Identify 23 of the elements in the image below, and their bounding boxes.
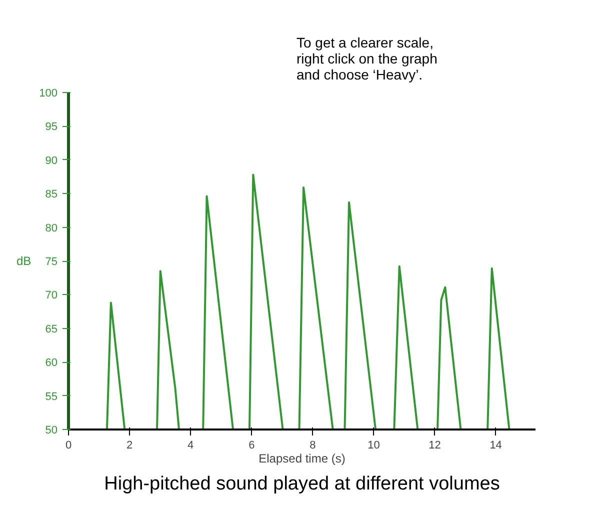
y-tick-label: 80: [45, 222, 58, 234]
x-axis-title: Elapsed time (s): [258, 452, 346, 466]
x-tick-label: 4: [188, 440, 194, 452]
y-tick-label: 60: [45, 357, 58, 370]
text: To get a clearer scale, right click on the graph and choose ‘Heavy’.: [296, 34, 438, 82]
y-tick-label: 70: [45, 290, 58, 302]
x-tick-label: 10: [368, 440, 380, 452]
y-tick-label: 75: [45, 256, 58, 268]
x-tick-label: 12: [428, 440, 441, 452]
text: High-pitched sound played at different volumes: [104, 474, 500, 494]
y-tick-label: 50: [45, 424, 58, 436]
x-tick-label: 6: [248, 440, 255, 452]
y-tick-label: 90: [45, 154, 58, 167]
x-tick-label: 8: [310, 440, 316, 452]
y-axis-title: dB: [16, 254, 32, 268]
x-tick-label: 0: [65, 440, 72, 452]
y-tick-label: 95: [45, 121, 58, 134]
y-tick-label: 100: [39, 88, 58, 100]
x-tick-label: 2: [126, 440, 133, 452]
y-tick-label: 55: [45, 390, 58, 403]
y-tick-label: 85: [45, 188, 58, 201]
y-tick-label: 65: [45, 323, 58, 336]
x-tick-label: 14: [490, 440, 502, 452]
